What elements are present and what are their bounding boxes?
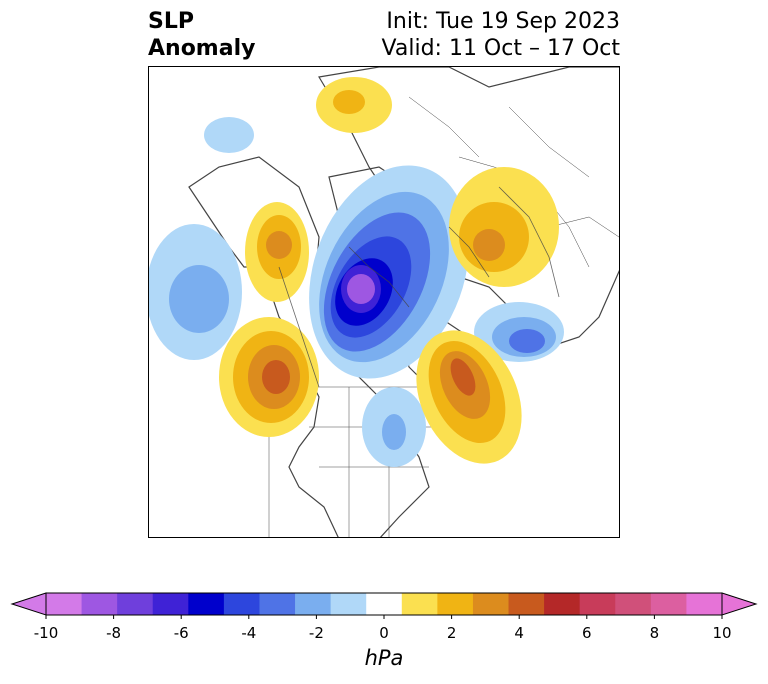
valid-period-label: Valid: 11 Oct – 17 Oct — [381, 36, 620, 61]
colorbar-tick-label: 4 — [514, 624, 524, 642]
colorbar-bin — [508, 593, 545, 615]
colorbar-bin — [437, 593, 474, 615]
colorbar-over-arrow — [721, 592, 758, 616]
colorbar-tick-label: 6 — [582, 624, 592, 642]
title-variable-line1: SLP — [148, 9, 194, 34]
colorbar-bin — [544, 593, 581, 615]
colorbar-tick-label: -6 — [173, 624, 189, 642]
map-title: SLP Anomaly — [148, 8, 255, 62]
colorbar-bin — [259, 593, 296, 615]
colorbar-bin — [401, 593, 438, 615]
colorbar-bin — [81, 593, 118, 615]
colorbar-bin — [472, 593, 510, 615]
colorbar-tick-label: 10 — [712, 624, 732, 642]
colorbar-tick-label: 2 — [446, 624, 457, 642]
colorbar-unit-label: hPa — [364, 646, 404, 670]
map-canvas — [149, 67, 619, 537]
negative-anomalies — [149, 117, 564, 467]
colorbar-bin — [152, 593, 189, 615]
colorbar-tick-label: -2 — [308, 624, 324, 642]
colorbar-bin — [686, 593, 723, 615]
colorbar-bin — [330, 593, 367, 615]
colorbar-bin — [117, 593, 154, 615]
colorbar-bin — [223, 593, 260, 615]
colorbar-tick-label: -4 — [241, 624, 257, 642]
colorbar-under-arrow — [10, 592, 47, 616]
colorbar-tick-label: -8 — [106, 624, 122, 642]
positive-anomalies — [219, 77, 559, 464]
colorbar-bin — [650, 593, 687, 615]
colorbar-bin — [579, 593, 616, 615]
colorbar-tick-label: -10 — [33, 624, 59, 642]
colorbar-bin — [46, 593, 83, 615]
coastline-overlay — [278, 186, 560, 388]
colorbar-bin — [188, 593, 225, 615]
colorbar-bin — [295, 593, 332, 615]
colorbar-tick-label: 8 — [649, 624, 660, 642]
colorbar-bin — [615, 593, 652, 615]
colorbar-bin — [366, 593, 403, 615]
colorbar-tick-label: 0 — [379, 624, 389, 642]
init-date-label: Init: Tue 19 Sep 2023 — [386, 9, 620, 34]
slp-anomaly-map — [148, 66, 620, 538]
colorbar — [10, 592, 758, 619]
title-variable-line2: Anomaly — [148, 36, 256, 61]
forecast-info: Init: Tue 19 Sep 2023 Valid: 11 Oct – 17… — [382, 8, 620, 62]
